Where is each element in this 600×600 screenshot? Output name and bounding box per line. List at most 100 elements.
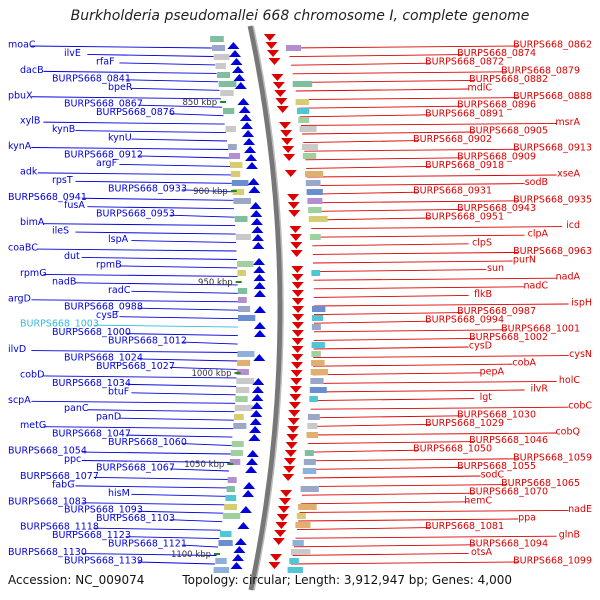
feature-band [295, 99, 309, 105]
label-connector [43, 70, 217, 74]
feature-band [297, 108, 310, 114]
feature-band [230, 450, 243, 456]
gene-label: coaBC [8, 243, 38, 254]
label-connector [131, 290, 238, 294]
feature-band [224, 504, 237, 510]
gene-label: scpA [8, 395, 31, 406]
gene-label: BURPS668_1094 [469, 538, 548, 549]
gene-label: BURPS668_0963 [513, 246, 592, 257]
gene-label: BURPS668_0896 [457, 100, 536, 111]
label-connector [306, 165, 431, 169]
reverse-gene-arrow [288, 410, 301, 417]
reverse-gene-arrow [290, 250, 303, 257]
label-connector [305, 157, 463, 161]
gene-label: BURPS668_0943 [457, 203, 536, 214]
gene-label: lspA [108, 234, 129, 245]
forward-gene-arrow [232, 554, 244, 561]
reverse-gene-arrow [282, 146, 295, 153]
label-connector [307, 174, 557, 178]
reverse-gene-arrow [284, 170, 297, 177]
label-connector [81, 553, 217, 556]
label-connector [81, 197, 234, 201]
label-connector [313, 329, 507, 333]
reverse-gene-arrow [272, 538, 285, 545]
label-connector [131, 138, 228, 142]
label-connector [308, 191, 419, 195]
reverse-gene-arrow [288, 210, 301, 217]
gene-label: BURPS668_0888 [513, 91, 592, 102]
gene-feature-bands [210, 36, 329, 573]
gene-label: argF [96, 158, 117, 169]
label-connector [119, 316, 239, 320]
forward-gene-arrow [245, 466, 258, 473]
forward-gene-arrow [241, 122, 253, 129]
feature-band [237, 351, 255, 357]
forward-gene-arrow [227, 42, 240, 49]
gene-label: bimA [20, 217, 45, 228]
label-connector [169, 519, 223, 523]
forward-gene-arrow [248, 434, 261, 441]
label-connector [87, 409, 235, 413]
label-connector [296, 527, 431, 531]
gene-label: BURPS668_1070 [469, 487, 548, 498]
label-connector [137, 561, 215, 565]
label-connector [125, 434, 233, 438]
gene-label: BURPS668_0988 [64, 302, 143, 313]
label-connector [287, 45, 519, 49]
label-connector [169, 113, 224, 117]
label-connector [131, 240, 237, 244]
forward-gene-arrow [251, 386, 264, 393]
gene-label: BURPS668_1012 [108, 336, 187, 347]
label-connector [297, 97, 519, 101]
accession-text: Accession: NC_009074 [8, 573, 145, 587]
gene-label: BURPS668_1123 [52, 530, 131, 541]
forward-gene-arrow [253, 322, 266, 329]
feature-band [292, 540, 304, 546]
gene-label: BURPS668_1030 [457, 409, 536, 420]
feature-band [235, 396, 248, 402]
gene-label: BURPS668_0891 [425, 108, 504, 119]
label-connector [298, 105, 463, 109]
label-connector [311, 398, 475, 402]
label-connector [308, 432, 557, 436]
forward-gene-arrow [251, 226, 264, 233]
feature-band [225, 126, 236, 132]
feature-band [220, 90, 234, 96]
gene-label: BURPS668_1000 [52, 327, 131, 338]
feature-band [306, 189, 323, 195]
gene-label: radC [108, 285, 131, 296]
reverse-gene-arrow [275, 522, 288, 529]
label-connector [125, 79, 219, 83]
forward-gene-arrow [253, 330, 266, 337]
feature-band [237, 288, 248, 294]
feature-band [301, 144, 319, 150]
label-connector [181, 189, 233, 193]
label-connector [87, 54, 214, 57]
feature-band [237, 360, 251, 366]
label-connector [75, 485, 227, 489]
label-connector [81, 460, 230, 463]
label-connector [311, 389, 525, 393]
feature-band [312, 315, 324, 321]
label-connector [313, 320, 431, 324]
gene-label: BURPS668_1077 [20, 471, 99, 482]
label-connector [137, 155, 230, 159]
gene-label: flkB [474, 289, 492, 300]
reverse-gene-arrow [287, 194, 300, 201]
reverse-gene-arrow [291, 274, 304, 281]
gene-label: nadC [523, 280, 548, 291]
gene-label: dacB [20, 65, 44, 76]
feature-band [237, 297, 247, 303]
label-connector [295, 88, 469, 92]
gene-label: ppc [64, 454, 81, 465]
reverse-gene-arrow [286, 434, 299, 441]
label-connector [181, 544, 219, 548]
label-connectors [31, 45, 569, 565]
feature-band [300, 486, 319, 492]
label-connector [305, 466, 463, 470]
forward-gene-arrow [253, 266, 266, 273]
gene-label: BURPS668_0933 [108, 183, 187, 194]
feature-band [236, 369, 249, 375]
feature-band [311, 342, 325, 348]
